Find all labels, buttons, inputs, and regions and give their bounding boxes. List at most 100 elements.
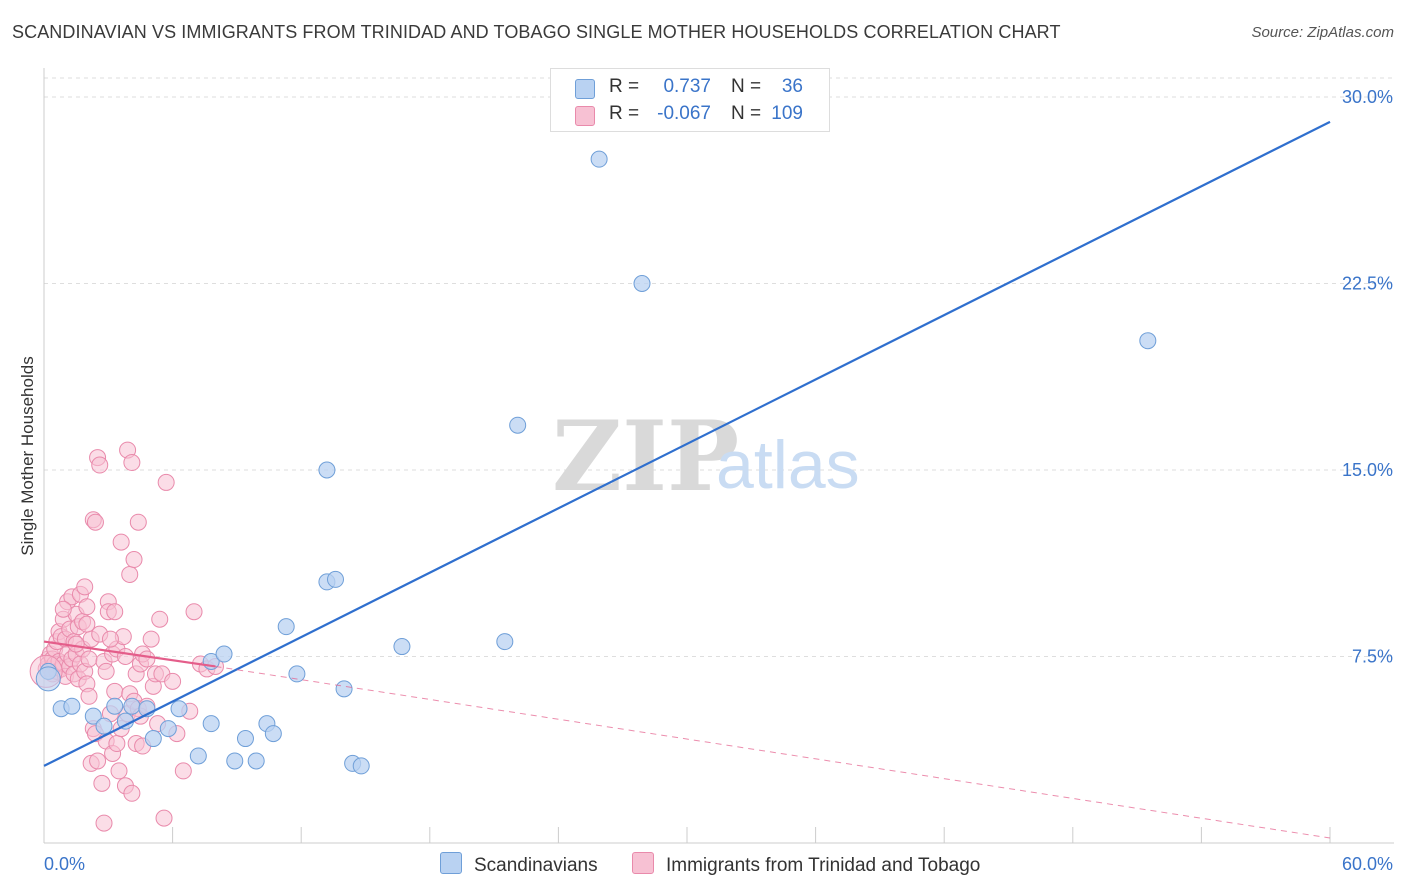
pink-point xyxy=(106,682,124,700)
grid-lines xyxy=(44,77,1394,657)
y-tick-label: 30.0% xyxy=(1342,87,1393,107)
blue-point xyxy=(215,645,233,663)
legend-item-scandinavians[interactable]: Scandinavians xyxy=(440,852,598,876)
pink-point xyxy=(101,630,119,648)
pink-point xyxy=(91,456,109,474)
source-label: Source: ZipAtlas.com xyxy=(1251,24,1394,41)
pink-point xyxy=(67,635,85,653)
pink-point xyxy=(97,662,115,680)
legend-swatch-pink xyxy=(575,106,595,126)
pink-point xyxy=(125,551,143,569)
blue-point xyxy=(318,461,336,479)
watermark: ZIP atlas xyxy=(552,400,860,513)
blue-point xyxy=(335,680,353,698)
pink-point xyxy=(80,687,98,705)
trend-line-immigrants xyxy=(43,640,216,668)
blue-point xyxy=(509,416,527,434)
y-tick-label: 15.0% xyxy=(1342,460,1393,480)
pink-point xyxy=(110,762,128,780)
x-tick-label: 60.0% xyxy=(1342,854,1393,874)
correlation-legend: R = 0.737 N = 36 R = -0.067 N = 109 xyxy=(550,68,830,132)
legend-item-immigrants[interactable]: Immigrants from Trinidad and Tobago xyxy=(632,852,980,876)
y-tick-label: 22.5% xyxy=(1342,274,1393,294)
x-tick-label: 0.0% xyxy=(44,854,85,874)
blue-point xyxy=(496,633,514,651)
trend-lines xyxy=(43,120,1331,839)
legend-label-immigrants: Immigrants from Trinidad and Tobago xyxy=(666,855,981,876)
blue-point xyxy=(106,697,124,715)
pink-point xyxy=(142,630,160,648)
pink-point xyxy=(155,809,173,827)
legend-swatch-blue xyxy=(575,79,595,99)
pink-point xyxy=(93,774,111,792)
pink-point xyxy=(123,784,141,802)
legend-r-label: R = xyxy=(609,103,640,124)
legend-label-scandinavians: Scandinavians xyxy=(474,855,598,876)
blue-point xyxy=(84,707,102,725)
legend-r-value: 0.737 xyxy=(663,76,711,97)
pink-point xyxy=(80,650,98,668)
blue-point xyxy=(159,720,177,738)
blue-point xyxy=(35,666,61,692)
tick-labels: 7.5% 15.0% 22.5% 30.0% 0.0% 60.0% xyxy=(44,87,1393,874)
legend-r-label: R = xyxy=(609,76,640,97)
trend-line-scandinavians xyxy=(43,120,1331,767)
pink-point xyxy=(185,603,203,621)
legend-r-value: -0.067 xyxy=(657,103,711,124)
pink-series-points xyxy=(29,441,224,832)
blue-point xyxy=(352,757,370,775)
blue-point xyxy=(226,752,244,770)
pink-point xyxy=(108,735,126,753)
watermark-atlas: atlas xyxy=(716,427,860,503)
blue-point xyxy=(1139,332,1157,350)
pink-point xyxy=(76,578,94,596)
blue-series-points xyxy=(35,150,1157,775)
legend-n-value: 109 xyxy=(771,103,803,124)
blue-point xyxy=(247,752,265,770)
blue-point xyxy=(123,697,141,715)
blue-point xyxy=(202,715,220,733)
pink-point xyxy=(86,513,104,531)
blue-point xyxy=(170,700,188,718)
pink-point xyxy=(106,603,124,621)
blue-point xyxy=(144,730,162,748)
blue-point xyxy=(236,730,254,748)
blue-point xyxy=(633,275,651,292)
legend-swatch-blue xyxy=(440,852,462,874)
blue-point xyxy=(326,570,344,588)
pink-point xyxy=(151,610,169,628)
pink-point xyxy=(78,598,96,616)
pink-point xyxy=(174,762,192,780)
pink-point xyxy=(138,650,156,668)
legend-n-label: N = xyxy=(731,103,762,124)
pink-point xyxy=(129,513,147,531)
legend-n-label: N = xyxy=(731,76,762,97)
blue-point xyxy=(95,717,113,735)
pink-point xyxy=(78,615,96,633)
trend-line-immigrants-extension xyxy=(215,665,1331,839)
y-tick-label: 7.5% xyxy=(1352,647,1393,667)
pink-point xyxy=(164,672,182,690)
pink-point xyxy=(54,600,72,618)
chart-title: SCANDINAVIAN VS IMMIGRANTS FROM TRINIDAD… xyxy=(12,22,1061,42)
pink-point xyxy=(89,752,107,770)
blue-point xyxy=(277,618,295,636)
pink-point xyxy=(112,533,130,551)
blue-point xyxy=(189,747,207,765)
blue-point xyxy=(590,150,608,168)
pink-point xyxy=(95,814,113,832)
watermark-zip: ZIP xyxy=(552,400,739,513)
pink-point xyxy=(116,648,134,665)
legend-n-value: 36 xyxy=(781,76,803,97)
blue-point xyxy=(393,638,411,656)
pink-point xyxy=(121,565,139,583)
legend-row-immigrants: R = -0.067 N = 109 xyxy=(551,100,829,128)
legend-swatch-pink xyxy=(632,852,654,874)
blue-point xyxy=(63,697,81,715)
legend-row-scandinavians: R = 0.737 N = 36 xyxy=(551,73,829,101)
axes xyxy=(43,68,1394,844)
pink-point xyxy=(123,454,141,472)
blue-point xyxy=(264,725,282,743)
pink-point xyxy=(157,473,175,491)
